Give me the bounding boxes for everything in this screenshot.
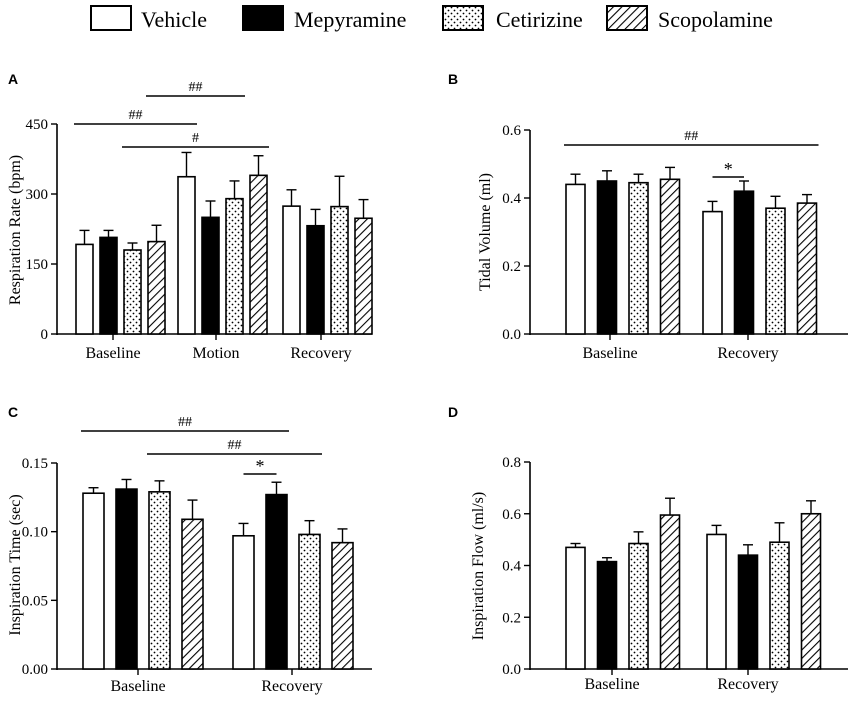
legend-label-scopolamine: Scopolamine bbox=[658, 7, 773, 32]
bar-a-vehicle bbox=[282, 205, 301, 335]
legend-label-mepyramine: Mepyramine bbox=[294, 7, 406, 32]
legend: Vehicle Mepyramine Cetirizine Scopolamin… bbox=[90, 5, 773, 32]
legend-item-vehicle: Vehicle bbox=[90, 5, 207, 32]
significance-label-a: # bbox=[192, 131, 199, 146]
bar-c-scopolamine bbox=[331, 541, 354, 670]
bar-b-mepyramine bbox=[733, 190, 755, 335]
bar-a-scopolamine bbox=[147, 240, 166, 335]
bar-b-vehicle bbox=[702, 210, 723, 335]
bar-c-scopolamine bbox=[181, 518, 204, 670]
significance-label-a: ## bbox=[129, 108, 143, 123]
bar-b-cetirizine bbox=[628, 181, 649, 335]
bar-a-mepyramine bbox=[99, 236, 118, 335]
x-tick-label-c: Recovery bbox=[261, 678, 322, 695]
bar-a-mepyramine bbox=[201, 216, 220, 335]
bar-a-vehicle bbox=[177, 175, 196, 335]
bar-c-mepyramine bbox=[115, 488, 138, 670]
y-tick-label-d: 0.8 bbox=[502, 455, 521, 471]
y-tick-label-b: 0.2 bbox=[502, 259, 521, 275]
bar-c-cetirizine bbox=[148, 491, 171, 670]
bar-b-vehicle bbox=[565, 183, 586, 335]
legend-swatch-cetirizine bbox=[442, 5, 484, 31]
significance-label-c: * bbox=[256, 456, 265, 476]
legend-item-scopolamine: Scopolamine bbox=[606, 5, 773, 32]
x-tick-label-d: Baseline bbox=[584, 676, 639, 693]
bar-a-scopolamine bbox=[249, 174, 268, 335]
bar-a-vehicle bbox=[75, 243, 94, 335]
significance-label-b: * bbox=[724, 159, 733, 179]
panel-letter-a: A bbox=[8, 71, 18, 87]
bar-b-mepyramine bbox=[596, 180, 618, 335]
legend-label-vehicle: Vehicle bbox=[141, 7, 207, 32]
x-tick-label-a: Recovery bbox=[290, 345, 351, 362]
bar-a-mepyramine bbox=[306, 224, 325, 335]
panel-letter-d: D bbox=[448, 404, 458, 420]
bar-a-cetirizine bbox=[330, 205, 349, 335]
y-tick-label-c: 0.10 bbox=[22, 525, 48, 541]
bar-a-cetirizine bbox=[225, 197, 244, 335]
bar-d-cetirizine bbox=[769, 541, 790, 670]
y-tick-label-a: 0 bbox=[41, 327, 49, 343]
bar-d-vehicle bbox=[706, 533, 727, 670]
x-tick-label-c: Baseline bbox=[110, 678, 165, 695]
x-tick-label-b: Baseline bbox=[582, 345, 637, 362]
panel-c: 0.00 0.05 0.10 0.15 Baseline Recovery ## ## * bbox=[22, 415, 372, 695]
significance-label-a: ## bbox=[189, 80, 203, 95]
bar-a-cetirizine bbox=[123, 249, 142, 335]
y-tick-label-a: 300 bbox=[26, 187, 49, 203]
legend-item-mepyramine: Mepyramine bbox=[242, 5, 406, 32]
y-axis-title-d: Inspiration Flow (ml/s) bbox=[470, 492, 487, 640]
x-tick-label-b: Recovery bbox=[717, 345, 778, 362]
y-tick-label-b: 0.0 bbox=[502, 327, 521, 343]
significance-label-c: ## bbox=[178, 415, 192, 430]
bar-d-scopolamine bbox=[659, 514, 681, 670]
y-tick-label-c: 0.05 bbox=[22, 593, 48, 609]
legend-swatch-mepyramine bbox=[242, 5, 284, 31]
x-tick-label-a: Baseline bbox=[85, 345, 140, 362]
y-axis-title-c: Inspiration Time (sec) bbox=[7, 494, 24, 635]
y-tick-label-c: 0.15 bbox=[22, 456, 48, 472]
y-axis-title-a: Respiration Rate (bpm) bbox=[7, 155, 24, 305]
y-tick-label-c: 0.00 bbox=[22, 662, 48, 678]
bar-d-vehicle bbox=[565, 546, 586, 670]
panel-d: 0.0 0.2 0.4 0.6 0.8 Baseline Recovery bbox=[502, 455, 848, 693]
bar-d-mepyramine bbox=[737, 554, 759, 670]
significance-label-c: ## bbox=[228, 438, 242, 453]
y-tick-label-d: 0.6 bbox=[502, 507, 521, 523]
significance-label-b: ## bbox=[684, 129, 698, 144]
bar-d-mepyramine bbox=[596, 560, 618, 670]
panel-letter-b: B bbox=[448, 71, 458, 87]
legend-swatch-scopolamine bbox=[606, 5, 648, 31]
bar-d-cetirizine bbox=[628, 542, 649, 670]
legend-label-cetirizine: Cetirizine bbox=[496, 7, 583, 32]
bar-c-vehicle bbox=[232, 534, 255, 670]
bar-c-mepyramine bbox=[265, 493, 288, 670]
bar-a-scopolamine bbox=[354, 217, 373, 335]
y-tick-label-d: 0.0 bbox=[502, 662, 521, 678]
legend-swatch-vehicle bbox=[90, 5, 132, 31]
bar-d-scopolamine bbox=[800, 512, 822, 670]
y-tick-label-a: 450 bbox=[26, 117, 49, 133]
panel-letter-c: C bbox=[8, 404, 18, 420]
y-tick-label-b: 0.4 bbox=[502, 191, 521, 207]
y-tick-label-b: 0.6 bbox=[502, 123, 521, 139]
y-tick-label-a: 150 bbox=[26, 257, 49, 273]
x-tick-label-a: Motion bbox=[192, 345, 239, 362]
bar-b-scopolamine bbox=[796, 202, 818, 335]
bar-c-vehicle bbox=[82, 492, 105, 670]
y-axis-title-b: Tidal Volume (ml) bbox=[477, 173, 494, 291]
bar-b-scopolamine bbox=[659, 178, 681, 335]
legend-item-cetirizine: Cetirizine bbox=[442, 5, 583, 32]
y-tick-label-d: 0.2 bbox=[502, 610, 521, 626]
y-tick-label-d: 0.4 bbox=[502, 559, 521, 575]
bar-b-cetirizine bbox=[765, 207, 786, 335]
bar-c-cetirizine bbox=[298, 533, 321, 670]
panel-b: 0.0 0.2 0.4 0.6 Baseline Recovery ## * bbox=[502, 123, 848, 362]
x-tick-label-d: Recovery bbox=[717, 676, 778, 693]
